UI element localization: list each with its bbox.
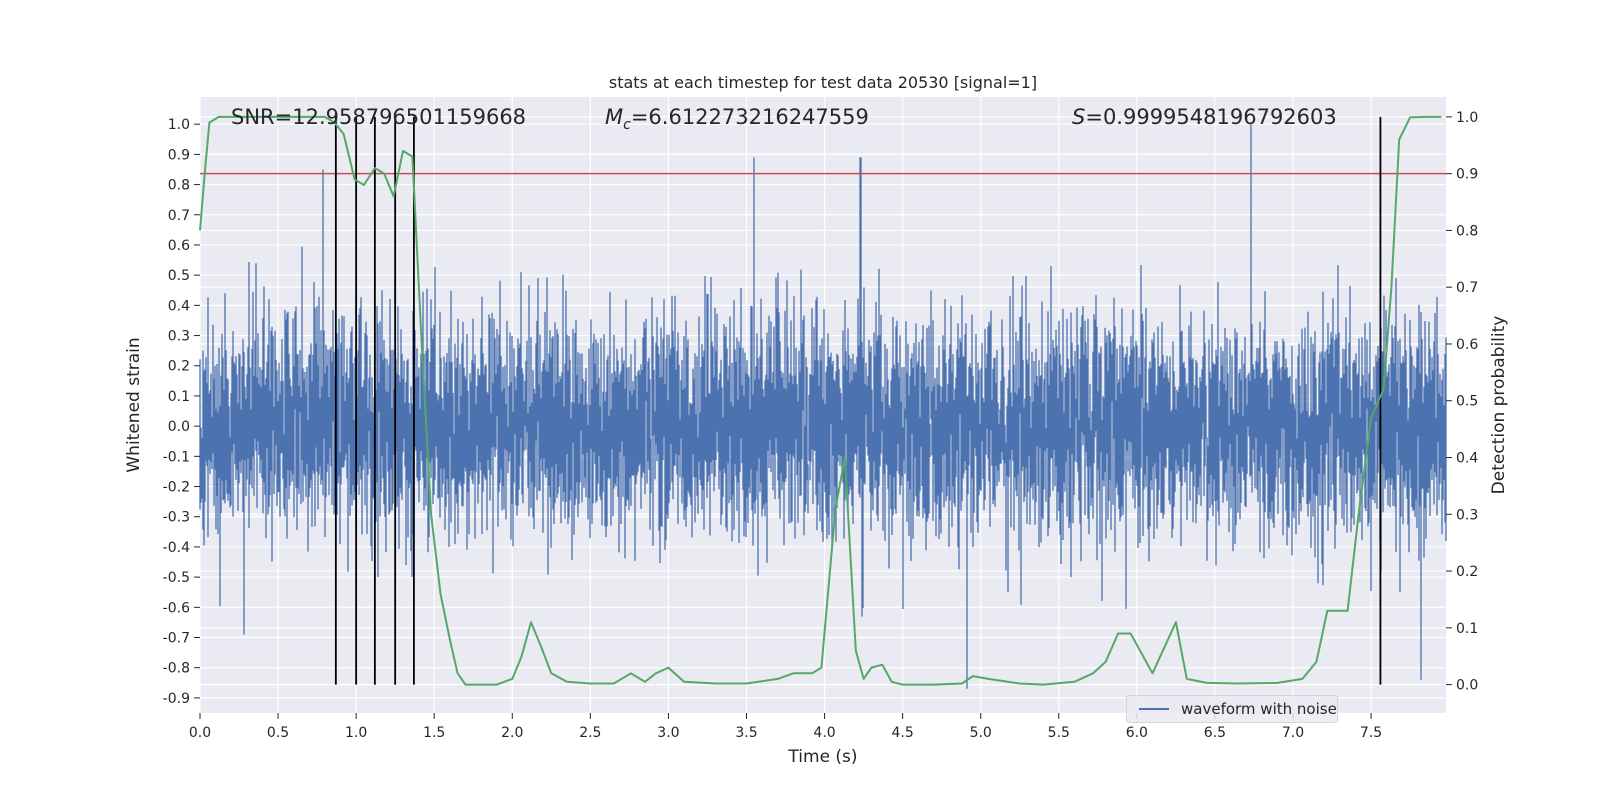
probability-line — [199, 115, 1442, 686]
chirp-mass-symbol: M — [605, 105, 623, 129]
legend-swatch — [1139, 708, 1169, 710]
x-tick-label: 7.5 — [1360, 725, 1382, 741]
x-tick-label: 7.0 — [1282, 725, 1304, 741]
x-tick-label: 4.0 — [813, 725, 835, 741]
waveform-series — [199, 124, 1447, 689]
x-tick-label: 6.5 — [1204, 725, 1226, 741]
x-tick-label: 0.0 — [189, 725, 211, 741]
left-tick-label: 0.8 — [168, 178, 190, 194]
chirp-mass-annotation: Mc=6.612273216247559 — [605, 105, 869, 133]
left-tick-label: 0.3 — [168, 329, 190, 345]
left-tick-label: -0.9 — [163, 691, 190, 707]
right-tick-label: 0.2 — [1456, 564, 1478, 580]
y-axis-label-right: Detection probability — [1489, 316, 1509, 495]
left-tick-label: 0.0 — [168, 419, 190, 435]
right-axis-ticks: 1.0 0.9 0.8 0.7 0.6 0.5 0.4 0.3 0.2 0.1 0.0 — [1446, 110, 1478, 694]
left-tick-label: -0.6 — [163, 600, 190, 616]
x-tick-label: 2.5 — [579, 725, 601, 741]
left-tick-label: 0.2 — [168, 359, 190, 375]
x-tick-label: 1.0 — [345, 725, 367, 741]
left-tick-label: 0.6 — [168, 238, 190, 254]
left-tick-label: 0.7 — [168, 208, 190, 224]
left-tick-label: -0.4 — [163, 540, 190, 556]
left-tick-label: 0.4 — [168, 298, 190, 314]
left-tick-label: 0.1 — [168, 389, 190, 405]
left-tick-label: -0.3 — [163, 510, 190, 526]
left-tick-label: -0.8 — [163, 661, 190, 677]
x-tick-label: 4.5 — [891, 725, 913, 741]
left-tick-label: -0.5 — [163, 570, 190, 586]
s-value: =0.9999548196792603 — [1085, 105, 1336, 129]
x-axis-ticks: 0.0 0.5 1.0 1.5 2.0 2.5 3.0 3.5 4.0 4.5 5.0 5.5 6.0 6… — [189, 713, 1382, 741]
legend-label: waveform with noise — [1181, 700, 1337, 718]
x-tick-label: 3.0 — [657, 725, 679, 741]
x-tick-label: 6.0 — [1126, 725, 1148, 741]
right-tick-label: 0.5 — [1456, 394, 1478, 410]
right-tick-label: 0.3 — [1456, 507, 1478, 523]
right-tick-label: 0.8 — [1456, 223, 1478, 239]
s-symbol: S — [1072, 105, 1085, 129]
probability-series — [199, 115, 1442, 686]
left-tick-label: 1.0 — [168, 117, 190, 133]
right-tick-label: 0.0 — [1456, 678, 1478, 694]
s-annotation: S=0.9999548196792603 — [1072, 105, 1337, 129]
x-tick-label: 1.5 — [423, 725, 445, 741]
x-tick-label: 2.0 — [501, 725, 523, 741]
right-tick-label: 0.6 — [1456, 337, 1478, 353]
vertical-markers — [334, 116, 1382, 685]
right-tick-label: 0.9 — [1456, 167, 1478, 183]
left-tick-label: -0.2 — [163, 480, 190, 496]
chirp-mass-subscript: c — [623, 117, 631, 133]
x-tick-label: 5.0 — [970, 725, 992, 741]
left-tick-label: 0.5 — [168, 268, 190, 284]
right-tick-label: 0.7 — [1456, 280, 1478, 296]
right-tick-label: 1.0 — [1456, 110, 1478, 126]
y-axis-label-left: Whitened strain — [124, 337, 144, 472]
x-tick-label: 5.5 — [1048, 725, 1070, 741]
x-tick-label: 3.5 — [735, 725, 757, 741]
left-tick-label: -0.1 — [163, 449, 190, 465]
x-tick-label: 0.5 — [267, 725, 289, 741]
waveform-line — [199, 124, 1447, 689]
chirp-mass-value: =6.612273216247559 — [631, 105, 869, 129]
right-tick-label: 0.4 — [1456, 451, 1478, 467]
left-tick-label: -0.7 — [163, 631, 190, 647]
chart-title: stats at each timestep for test data 205… — [609, 73, 1037, 92]
x-axis-label: Time (s) — [787, 747, 857, 767]
left-axis-ticks: 1.0 0.9 0.8 0.7 0.6 0.5 0.4 0.3 0.2 0.1 0.0 -0.1 -0.… — [163, 117, 200, 707]
right-tick-label: 0.1 — [1456, 621, 1478, 637]
left-tick-label: 0.9 — [168, 147, 190, 163]
snr-annotation: SNR=12.958796501159668 — [231, 105, 526, 129]
legend: waveform with noise — [1126, 695, 1338, 723]
